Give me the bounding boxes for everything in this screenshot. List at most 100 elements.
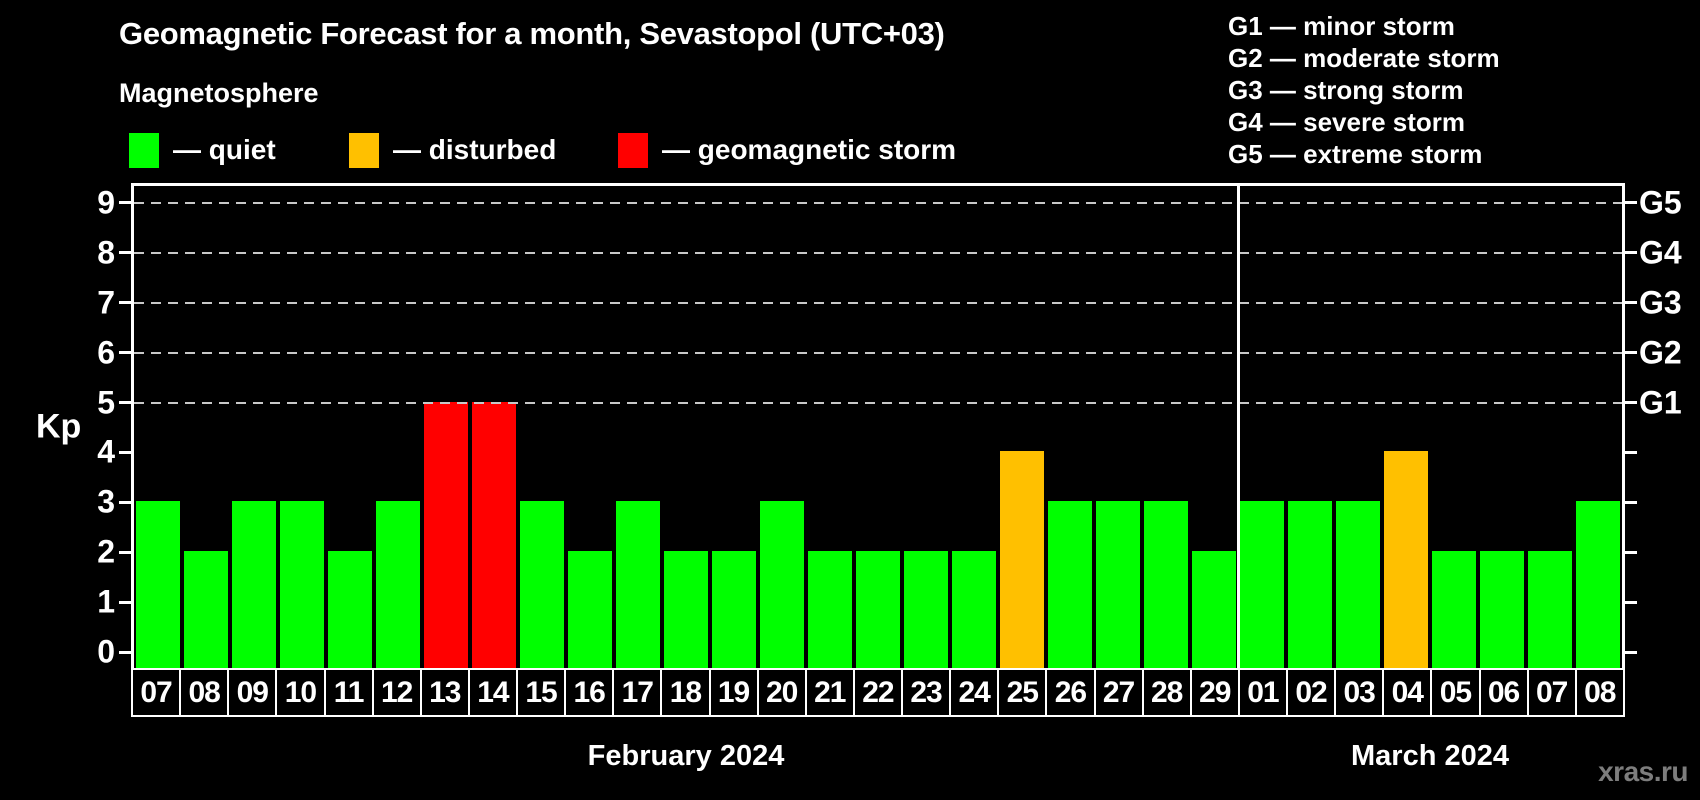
month-label-march: March 2024 — [1351, 740, 1509, 772]
bar-series — [134, 183, 1622, 668]
y-tick-label-5: 5 — [97, 384, 115, 420]
gridline-kp5 — [134, 401, 1622, 404]
kp-bar-february-21 — [808, 551, 852, 668]
bar-slot-march-02 — [1286, 183, 1334, 668]
x-axis-day-labels: 07 08 09 10 11 12 13 14 15 16 17 18 19 20 21 22 23 24 25 26… — [131, 668, 1625, 717]
day-label-february-14: 14 — [467, 668, 518, 717]
y-tick-3 — [119, 500, 131, 504]
day-label-february-15: 15 — [516, 668, 567, 717]
bar-slot-march-06 — [1478, 183, 1526, 668]
legend-item-storm: — geomagnetic storm — [618, 130, 956, 170]
kp-bar-february-18 — [664, 551, 708, 668]
kp-bar-march-01 — [1240, 501, 1284, 668]
bar-slot-february-22 — [854, 183, 902, 668]
day-label-february-11: 11 — [323, 668, 374, 717]
kp-bar-february-20 — [760, 501, 804, 668]
bar-slot-february-16 — [566, 183, 614, 668]
right-tick-6 — [1625, 351, 1637, 355]
day-label-march-06: 06 — [1478, 668, 1529, 717]
day-label-february-25: 25 — [997, 668, 1048, 717]
bar-slot-march-05 — [1430, 183, 1478, 668]
right-tick-0 — [1625, 650, 1637, 654]
y-tick-1 — [119, 600, 131, 604]
right-tick-2 — [1625, 550, 1637, 554]
y-tick-label-1: 1 — [97, 583, 115, 620]
bar-slot-february-07 — [134, 183, 182, 668]
y-tick-6 — [119, 351, 131, 355]
legend-label-disturbed: — disturbed — [393, 134, 557, 165]
storm-scale-legend: G1 — minor storm G2 — moderate storm G3 … — [1228, 10, 1500, 170]
day-label-march-01: 01 — [1237, 668, 1288, 717]
bar-slot-february-12 — [374, 183, 422, 668]
bar-slot-february-29 — [1190, 183, 1238, 668]
kp-bar-february-07 — [136, 501, 180, 668]
day-label-february-19: 19 — [708, 668, 759, 717]
month-label-february: February 2024 — [587, 740, 785, 772]
storm-color-swatch — [618, 132, 648, 168]
kp-bar-february-22 — [856, 551, 900, 668]
kp-bar-february-17 — [616, 501, 660, 668]
page-title: Geomagnetic Forecast for a month, Sevast… — [119, 16, 945, 51]
kp-bar-february-14 — [472, 401, 516, 668]
y-tick-8 — [119, 251, 131, 255]
day-label-march-08: 08 — [1574, 668, 1625, 717]
gridline-kp7 — [134, 301, 1622, 304]
bar-slot-february-09 — [230, 183, 278, 668]
gridline-kp9 — [134, 201, 1622, 204]
bar-slot-february-08 — [182, 183, 230, 668]
right-tick-7 — [1625, 301, 1637, 305]
y-tick-4 — [119, 450, 131, 454]
day-label-february-23: 23 — [901, 668, 952, 717]
y-tick-7 — [119, 301, 131, 305]
day-label-march-05: 05 — [1430, 668, 1481, 717]
kp-bar-february-23 — [904, 551, 948, 668]
bar-slot-march-04 — [1382, 183, 1430, 668]
plot-area: Kp 0 1 2 3 4 5 6 7 8 9 G1 G2 G3 G4 G5 — [36, 183, 1682, 670]
day-label-march-02: 02 — [1286, 668, 1337, 717]
kp-bar-february-13 — [424, 401, 468, 668]
day-label-february-29: 29 — [1189, 668, 1240, 717]
kp-bar-february-19 — [712, 551, 756, 668]
y-axis-title: Kp — [36, 407, 82, 446]
day-label-february-17: 17 — [612, 668, 663, 717]
right-axis-label-g4: G4 — [1639, 234, 1682, 271]
bar-slot-february-17 — [614, 183, 662, 668]
day-label-march-03: 03 — [1334, 668, 1385, 717]
y-tick-label-7: 7 — [97, 284, 115, 321]
watermark: xras.ru — [1598, 756, 1688, 787]
right-axis-label-g3: G3 — [1639, 284, 1682, 321]
kp-bar-february-12 — [376, 501, 420, 668]
right-tick-4 — [1625, 450, 1637, 454]
y-axis-line — [131, 183, 134, 668]
day-label-february-16: 16 — [564, 668, 615, 717]
kp-bar-march-08 — [1576, 501, 1620, 668]
month-separator — [1236, 183, 1240, 668]
day-label-march-04: 04 — [1382, 668, 1433, 717]
legend-label-storm: — geomagnetic storm — [662, 134, 957, 165]
day-label-february-10: 10 — [275, 668, 326, 717]
day-label-february-22: 22 — [852, 668, 903, 717]
right-axis-line — [1622, 183, 1625, 668]
gridline-kp6 — [134, 351, 1622, 354]
y-tick-0 — [119, 650, 131, 654]
storm-scale-g2: G2 — moderate storm — [1228, 43, 1500, 73]
day-label-february-24: 24 — [949, 668, 1000, 717]
right-axis-label-g2: G2 — [1639, 334, 1682, 371]
bar-slot-february-15 — [518, 183, 566, 668]
quiet-color-swatch — [129, 132, 159, 168]
bar-slot-february-19 — [710, 183, 758, 668]
kp-bar-march-07 — [1528, 551, 1572, 668]
kp-bar-february-24 — [952, 551, 996, 668]
bar-slot-february-23 — [902, 183, 950, 668]
bar-slot-february-26 — [1046, 183, 1094, 668]
kp-bar-february-10 — [280, 501, 324, 668]
kp-bar-march-04 — [1384, 451, 1428, 668]
bar-slot-february-25 — [998, 183, 1046, 668]
bar-slot-february-28 — [1142, 183, 1190, 668]
kp-bar-february-28 — [1144, 501, 1188, 668]
gridline-kp8 — [134, 251, 1622, 254]
y-tick-label-8: 8 — [97, 234, 115, 271]
kp-bar-february-08 — [184, 551, 228, 668]
chart-subtitle: Magnetosphere — [119, 78, 319, 108]
bar-slot-february-18 — [662, 183, 710, 668]
